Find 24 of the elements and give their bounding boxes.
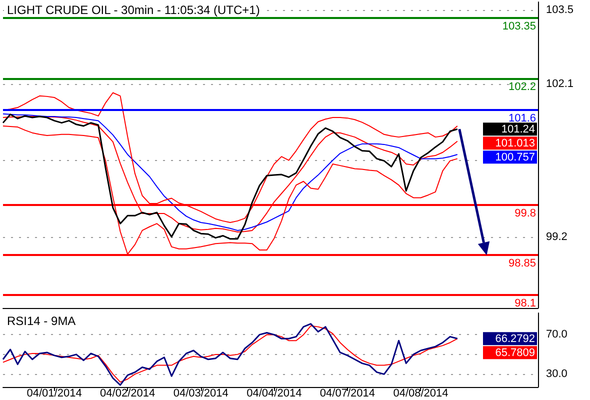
ref-line-label: 101.6 xyxy=(508,112,536,125)
x-tick-label: 04/03/2014 xyxy=(173,388,228,400)
x-tick-label: 04/07/2014 xyxy=(320,388,375,400)
chart-title: LIGHT CRUDE OIL - 30min - 11:05:34 (UTC+1) xyxy=(7,3,260,17)
annotation: 100.757 xyxy=(495,152,535,164)
chart-title: RSI14 - 9MA xyxy=(7,314,76,328)
annotation: 65.7809 xyxy=(495,347,535,360)
x-tick-label: 04/04/2014 xyxy=(246,388,302,400)
ref-line-label: 102.2 xyxy=(508,81,536,93)
ref-line-label: 98.1 xyxy=(514,297,536,310)
x-tick-label: 04/08/2014 xyxy=(393,388,448,400)
y-tick-label: 30.0 xyxy=(546,368,568,380)
y-tick-label: 102.1 xyxy=(546,78,574,90)
y-tick-label: 70.0 xyxy=(546,328,568,341)
x-tick-label: 04/02/2014 xyxy=(100,388,156,400)
annotation: 101.24 xyxy=(501,124,535,136)
annotation: 66.2792 xyxy=(495,333,535,346)
x-tick-label: 04/01/2014 xyxy=(26,388,82,400)
ref-line-label: 99.8 xyxy=(514,208,536,220)
y-tick-label: 103.5 xyxy=(546,4,574,16)
y-tick-label: 99.2 xyxy=(546,230,568,243)
ref-line-label: 98.85 xyxy=(508,258,536,270)
annotation: 101.013 xyxy=(495,138,535,150)
ref-line-label: 103.35 xyxy=(502,20,536,32)
